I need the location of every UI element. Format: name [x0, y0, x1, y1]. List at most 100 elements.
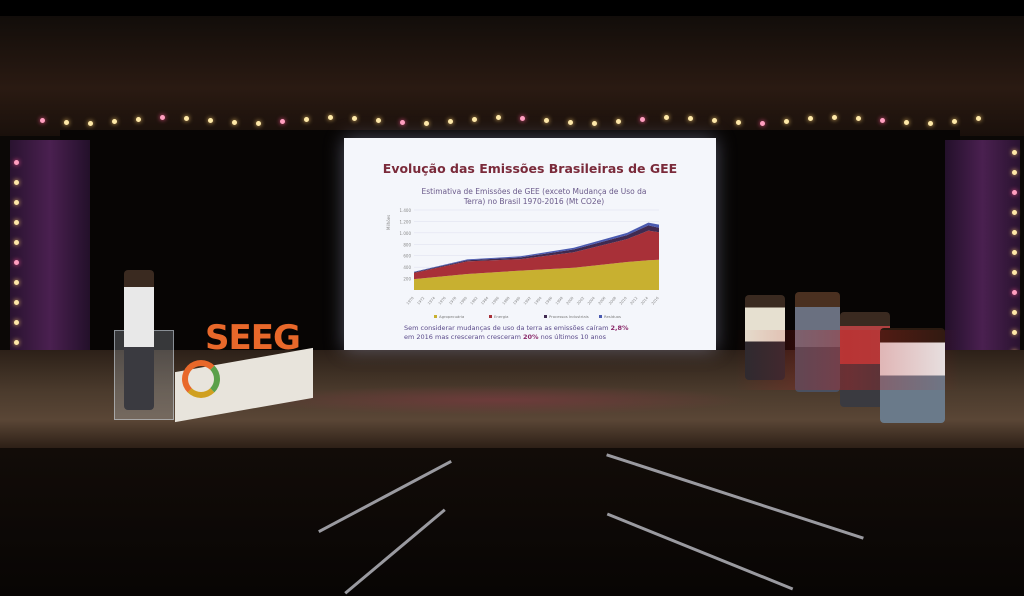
string-light-bulb: [14, 280, 19, 285]
x-tick-label: 2006: [598, 296, 607, 306]
string-light-bulb: [496, 115, 501, 121]
legend-swatch: [544, 315, 547, 318]
string-light-bulb: [1012, 250, 1017, 255]
string-light-bulb: [208, 118, 213, 124]
string-light-bulb: [280, 119, 285, 125]
string-light-bulb: [520, 115, 525, 121]
string-light-bulb: [760, 120, 765, 126]
string-light-bulb: [1012, 290, 1017, 295]
y-tick-label: 1.400: [400, 208, 412, 213]
y-tick-label: 1.200: [400, 219, 412, 224]
string-light-bulb: [112, 119, 117, 125]
string-light-bulb: [856, 115, 861, 121]
x-tick-label: 1984: [480, 296, 489, 306]
string-light-bulb: [14, 180, 19, 185]
panelist-2: [795, 292, 840, 392]
string-light-bulb: [14, 260, 19, 265]
x-tick-label: 1998: [555, 296, 564, 306]
slide-footer: Sem considerar mudanças de uso da terra …: [404, 324, 694, 342]
y-axis-label: Milhões: [386, 215, 391, 230]
x-tick-label: 2010: [619, 296, 628, 306]
x-tick-label: 2000: [566, 296, 575, 306]
string-light-bulb: [808, 116, 813, 122]
legend-label: Energia: [494, 314, 508, 319]
red-chairs: [735, 330, 960, 390]
chart-title-line-1: Estimativa de Emissões de GEE (exceto Mu…: [421, 187, 647, 196]
string-light-bulb: [1012, 330, 1017, 335]
string-light-bulb: [304, 116, 309, 122]
legend-label: Resíduos: [604, 314, 621, 319]
string-light-bulb: [664, 115, 669, 121]
x-tick-label: 2012: [630, 296, 639, 306]
y-tick-label: 400: [403, 265, 411, 270]
area-series-processos-industriais: [414, 225, 659, 273]
x-tick-label: 1982: [470, 296, 479, 306]
string-light-bulb: [14, 200, 19, 205]
string-light-bulb: [352, 115, 357, 121]
footer-highlight-2: 20%: [523, 333, 539, 341]
x-tick-label: 1988: [502, 296, 511, 306]
string-light-bulb: [88, 120, 93, 126]
area-series-energia: [414, 230, 659, 280]
string-light-bulb: [544, 118, 549, 124]
x-tick-label: 1980: [459, 296, 468, 306]
string-light-bulb: [568, 120, 573, 126]
string-light-bulb: [14, 240, 19, 245]
projection-screen: Evolução das Emissões Brasileiras de GEE…: [344, 138, 716, 350]
string-light-bulb: [400, 120, 405, 126]
x-tick-label: 1972: [416, 296, 425, 306]
string-light-bulb: [712, 118, 717, 124]
string-light-bulb: [184, 115, 189, 121]
string-light-bulb: [472, 116, 477, 122]
footer-highlight-1: 2,8%: [610, 324, 629, 332]
string-light-bulb: [976, 116, 981, 122]
string-light-bulb: [1012, 190, 1017, 195]
x-tick-label: 1978: [448, 296, 457, 306]
footer-line-1: Sem considerar mudanças de uso da terra …: [404, 324, 611, 332]
x-tick-label: 1994: [534, 296, 543, 306]
string-light-bulb: [136, 116, 141, 122]
string-light-bulb: [832, 115, 837, 121]
audience: [0, 448, 1024, 596]
string-light-bulb: [904, 120, 909, 126]
string-light-bulb: [160, 115, 165, 121]
string-light-bulb: [424, 120, 429, 126]
x-tick-label: 1974: [427, 296, 436, 306]
string-light-bulb: [1012, 170, 1017, 175]
footer-line-2-end: nos últimos 10 anos: [538, 333, 607, 341]
string-light-bulb: [928, 120, 933, 126]
string-light-bulb: [448, 119, 453, 125]
string-light-bulb: [880, 118, 885, 124]
string-light-bulb: [952, 119, 957, 125]
string-light-bulb: [232, 120, 237, 126]
x-tick-label: 2008: [608, 296, 617, 306]
y-tick-label: 600: [403, 254, 411, 259]
legend-swatch: [489, 315, 492, 318]
speaker: [124, 270, 154, 410]
x-tick-label: 1986: [491, 296, 500, 306]
string-light-bulb: [784, 119, 789, 125]
panelist-4: [880, 328, 945, 423]
string-light-bulb: [1012, 210, 1017, 215]
area-series-agropecu-ria: [414, 259, 659, 290]
legend-swatch: [434, 315, 437, 318]
string-light-bulb: [1012, 150, 1017, 155]
y-tick-label: 800: [403, 242, 411, 247]
seeg-logo: SEEG: [205, 318, 301, 358]
string-light-bulb: [14, 300, 19, 305]
x-tick-label: 1976: [438, 296, 447, 306]
y-tick-label: 200: [403, 277, 411, 282]
floor-reflection: [250, 385, 750, 415]
string-light-bulb: [256, 120, 261, 126]
string-light-bulb: [376, 118, 381, 124]
top-letterbox: [0, 0, 1024, 16]
string-light-bulb: [40, 118, 45, 123]
panelist-1: [745, 295, 785, 380]
string-light-bulb: [616, 119, 621, 125]
x-tick-label: 1996: [544, 296, 553, 306]
string-light-bulb: [1012, 270, 1017, 275]
string-light-bulb: [640, 116, 645, 122]
string-light-bulb: [14, 220, 19, 225]
string-light-bulb: [592, 120, 597, 126]
